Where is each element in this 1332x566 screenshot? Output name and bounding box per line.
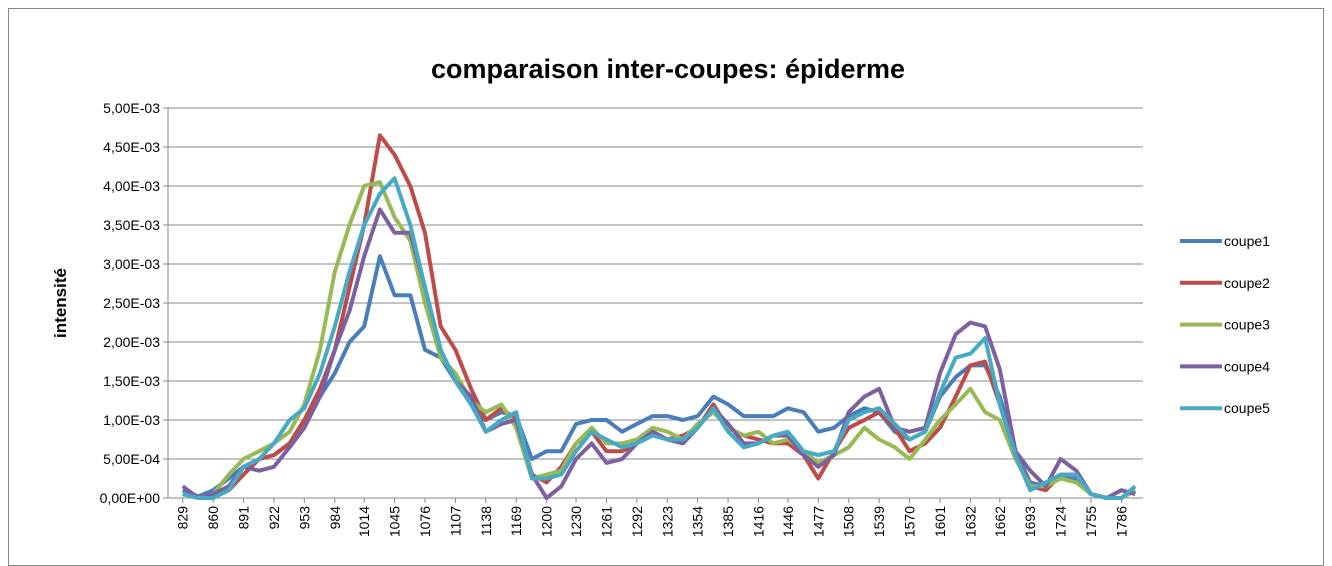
- legend-label: coupe1: [1224, 233, 1270, 249]
- legend-label: coupe2: [1224, 275, 1270, 291]
- y-tick-label: 5,00E-04: [103, 451, 160, 467]
- chart-title: comparaison inter-coupes: épiderme: [431, 54, 905, 84]
- x-tick-label: 922: [266, 506, 282, 530]
- y-tick-label: 3,50E-03: [103, 217, 160, 233]
- x-tick-label: 1416: [750, 506, 766, 537]
- x-tick-label: 1107: [447, 506, 463, 536]
- x-tick-label: 1755: [1083, 506, 1099, 537]
- y-tick-label: 0,00E+00: [100, 490, 161, 506]
- x-tick-label: 984: [327, 506, 343, 530]
- series-line: [182, 180, 1137, 500]
- y-tick-label: 3,00E-03: [103, 256, 160, 272]
- x-tick-label: 1323: [659, 506, 675, 537]
- x-tick-label: 1539: [871, 506, 887, 537]
- y-tick-label: 1,00E-03: [103, 412, 160, 428]
- x-tick-label: 1354: [690, 506, 706, 537]
- y-axis-title: intensité: [51, 268, 70, 338]
- legend-label: coupe4: [1224, 358, 1270, 374]
- x-tick-label: 829: [175, 506, 191, 530]
- x-tick-label: 1169: [508, 506, 524, 536]
- x-tick-label: 1601: [932, 506, 948, 537]
- y-tick-label: 2,00E-03: [103, 334, 160, 350]
- x-tick-label: 1200: [539, 506, 555, 537]
- legend-label: coupe5: [1224, 400, 1270, 416]
- x-tick-label: 953: [296, 506, 312, 530]
- x-tick-label: 1662: [992, 506, 1008, 537]
- y-tick-label: 1,50E-03: [103, 373, 160, 389]
- x-tick-label: 1045: [387, 506, 403, 537]
- x-tick-label: 1693: [1022, 506, 1038, 537]
- chart-frame: [8, 8, 1324, 566]
- y-tick-label: 2,50E-03: [103, 295, 160, 311]
- x-tick-label: 891: [236, 506, 252, 530]
- x-tick-label: 860: [205, 506, 221, 530]
- x-tick-label: 1446: [780, 506, 796, 537]
- x-tick-label: 1786: [1113, 506, 1129, 537]
- x-tick-label: 1138: [478, 506, 494, 536]
- x-tick-label: 1292: [629, 506, 645, 537]
- legend-label: coupe3: [1224, 317, 1270, 333]
- x-tick-label: 1014: [356, 506, 372, 537]
- x-tick-label: 1508: [841, 506, 857, 537]
- x-tick-label: 1632: [962, 506, 978, 537]
- x-tick-label: 1724: [1053, 506, 1069, 537]
- x-tick-label: 1570: [902, 506, 918, 537]
- x-tick-label: 1385: [720, 506, 736, 537]
- y-tick-label: 4,00E-03: [103, 178, 160, 194]
- y-tick-label: 4,50E-03: [103, 139, 160, 155]
- x-tick-label: 1261: [598, 506, 614, 537]
- y-tick-label: 5,00E-03: [103, 100, 160, 116]
- x-tick-label: 1230: [568, 506, 584, 537]
- series-line: [182, 176, 1137, 500]
- x-tick-label: 1477: [810, 506, 826, 537]
- x-tick-label: 1076: [417, 506, 433, 537]
